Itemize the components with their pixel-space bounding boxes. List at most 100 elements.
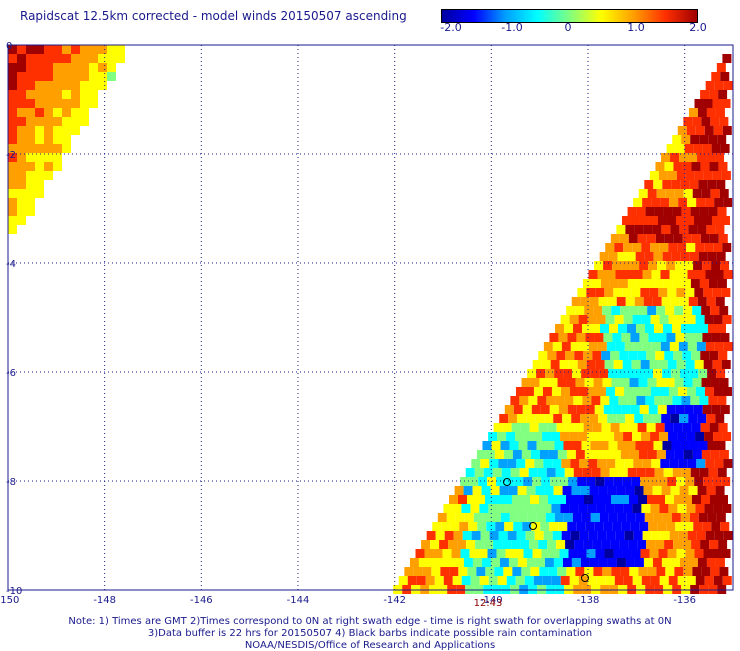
wind-cell xyxy=(71,90,80,99)
wind-cell xyxy=(609,324,619,333)
wind-cell xyxy=(649,549,659,558)
wind-cell xyxy=(654,207,664,216)
wind-cell xyxy=(712,549,722,558)
wind-cell xyxy=(695,387,705,396)
wind-cell xyxy=(671,180,681,189)
wind-cell xyxy=(8,72,17,81)
wind-cell xyxy=(511,423,521,432)
wind-cell xyxy=(693,522,703,531)
wind-cell xyxy=(545,369,555,378)
wind-cell xyxy=(532,360,542,369)
wind-cell xyxy=(8,153,17,162)
wind-cell xyxy=(534,531,544,540)
wind-cell xyxy=(639,405,649,414)
wind-cell xyxy=(694,171,704,180)
wind-cell xyxy=(553,558,563,567)
wind-cell xyxy=(700,540,710,549)
wind-cell xyxy=(542,387,552,396)
wind-cell xyxy=(508,486,518,495)
wind-cell xyxy=(53,162,62,171)
wind-cell xyxy=(605,315,615,324)
wind-cell xyxy=(644,441,654,450)
wind-cell xyxy=(715,297,725,306)
wind-cell xyxy=(98,63,107,72)
wind-cell xyxy=(707,180,717,189)
wind-cell xyxy=(53,54,62,63)
wind-cell xyxy=(562,414,572,423)
wind-cell xyxy=(672,468,682,477)
wind-cell xyxy=(688,414,698,423)
wind-cell xyxy=(17,171,26,180)
wind-cell xyxy=(569,504,579,513)
wind-cell xyxy=(458,567,468,576)
wind-cell xyxy=(641,432,651,441)
wind-cell xyxy=(8,99,17,108)
wind-cell xyxy=(500,513,510,522)
wind-cell xyxy=(695,315,705,324)
wind-cell xyxy=(535,558,545,567)
wind-cell xyxy=(650,387,660,396)
wind-cell xyxy=(498,531,508,540)
wind-cell xyxy=(713,576,723,585)
wind-cell xyxy=(706,153,716,162)
wind-cell xyxy=(17,117,26,126)
wind-cell xyxy=(678,198,688,207)
wind-cell xyxy=(636,207,646,216)
wind-cell xyxy=(715,153,725,162)
wind-cell xyxy=(627,468,637,477)
wind-cell xyxy=(713,504,723,513)
wind-cell xyxy=(62,117,71,126)
wind-cell xyxy=(53,117,62,126)
wind-cell xyxy=(516,459,526,468)
wind-cell xyxy=(660,198,670,207)
wind-cell xyxy=(612,405,622,414)
wind-cell xyxy=(462,531,472,540)
wind-cell xyxy=(637,423,647,432)
wind-cell xyxy=(709,234,719,243)
wind-cell xyxy=(26,72,35,81)
wind-cell xyxy=(453,531,463,540)
wind-cell xyxy=(695,432,705,441)
wind-cell xyxy=(561,531,571,540)
wind-cell xyxy=(647,189,657,198)
wind-cell xyxy=(404,567,414,576)
wind-cell xyxy=(658,477,668,486)
wind-cell xyxy=(547,423,557,432)
wind-cell xyxy=(602,306,612,315)
wind-cell xyxy=(71,108,80,117)
wind-cell xyxy=(706,225,716,234)
wind-cell xyxy=(682,540,692,549)
wind-cell xyxy=(600,396,610,405)
wind-cell xyxy=(672,279,682,288)
wind-cell xyxy=(107,63,116,72)
wind-cell xyxy=(654,279,664,288)
wind-cell xyxy=(668,576,678,585)
wind-cell xyxy=(526,486,536,495)
wind-cell xyxy=(613,549,623,558)
wind-cell xyxy=(693,333,703,342)
wind-cell xyxy=(701,117,711,126)
wind-cell xyxy=(622,549,632,558)
wind-cell xyxy=(575,378,585,387)
wind-cell xyxy=(541,477,551,486)
wind-cell xyxy=(595,360,605,369)
wind-cell xyxy=(646,423,656,432)
wind-cell xyxy=(540,522,550,531)
wind-cell xyxy=(606,459,616,468)
wind-cell xyxy=(722,504,732,513)
wind-cell xyxy=(463,558,473,567)
wind-cell xyxy=(719,495,728,504)
wind-cell xyxy=(610,351,620,360)
wind-cell xyxy=(597,342,607,351)
wind-cell xyxy=(445,558,455,567)
wind-cell xyxy=(676,171,686,180)
wind-cell xyxy=(616,486,626,495)
wind-cell xyxy=(634,414,644,423)
wind-cell xyxy=(697,225,707,234)
wind-cell xyxy=(616,558,626,567)
wind-cell xyxy=(26,207,35,216)
wind-cell xyxy=(635,252,645,261)
wind-cell xyxy=(633,531,643,540)
wind-cell xyxy=(499,486,509,495)
x-tick-label: -144 xyxy=(287,595,310,606)
